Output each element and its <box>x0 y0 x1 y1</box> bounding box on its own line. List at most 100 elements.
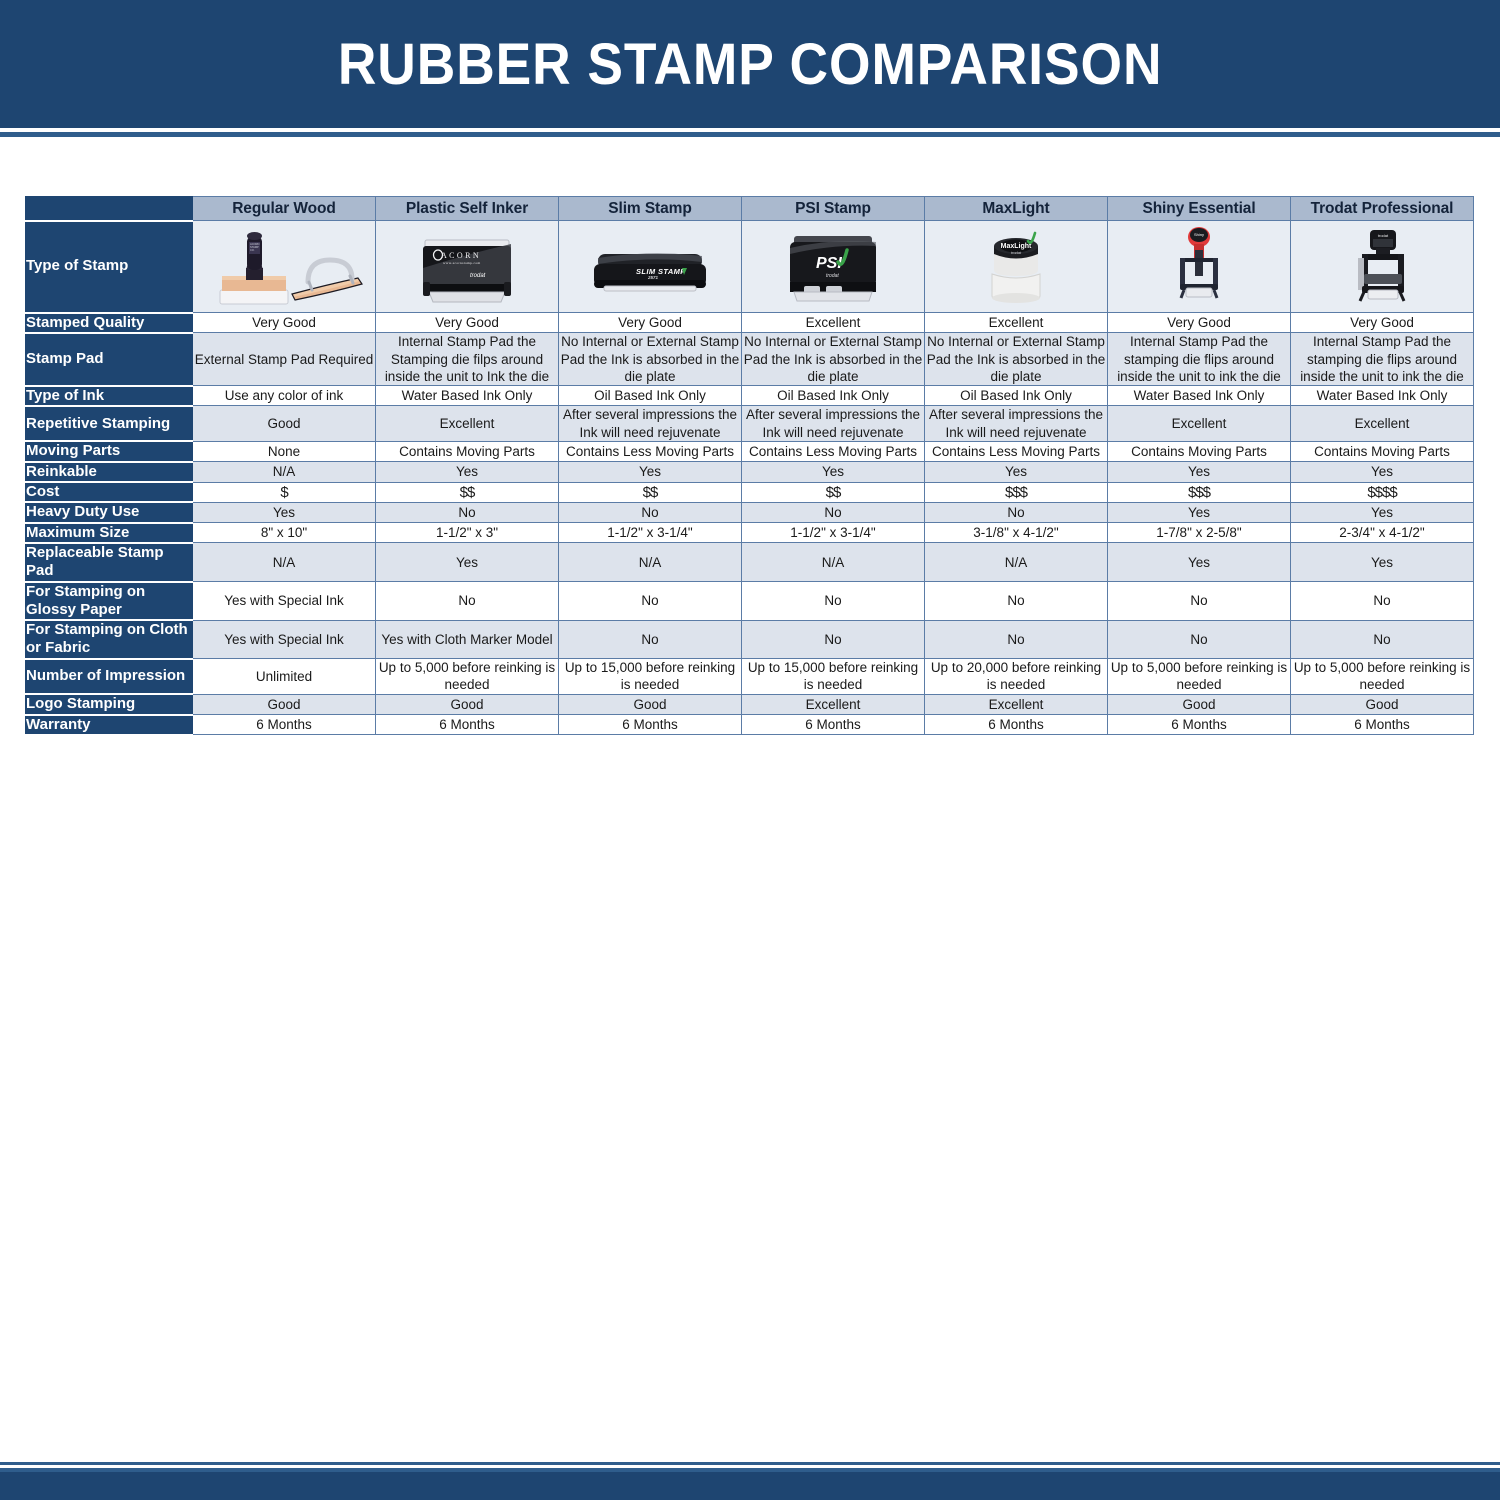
svg-text:STAMP: STAMP <box>250 245 259 249</box>
cell-stamped-quality-maxlight: Excellent <box>924 311 1108 334</box>
cell-maximum-size-slim-stamp: 1-1/2" x 3-1/4" <box>558 522 742 544</box>
table-row-heavy-duty-use: Heavy Duty Use Yes No No No No Yes Yes <box>25 501 1474 524</box>
cell-type-of-stamp-psi-stamp: PSI trodat <box>741 220 925 313</box>
cell-glossy-paper-psi-stamp: No <box>741 581 925 621</box>
cell-repetitive-stamping-shiny-essential: Excellent <box>1107 405 1291 442</box>
cell-glossy-paper-trodat-professional: No <box>1290 581 1474 621</box>
row-label-type-of-ink: Type of Ink <box>25 384 193 407</box>
svg-text:trodat: trodat <box>1378 233 1389 238</box>
svg-text:PSI: PSI <box>816 255 842 272</box>
table-row-number-of-impression: Number of Impression Unlimited Up to 5,0… <box>25 657 1474 696</box>
cell-stamp-pad-maxlight: No Internal or External Stamp Pad the In… <box>924 332 1108 387</box>
cell-cost-shiny-essential: $$$ <box>1107 481 1291 503</box>
cell-type-of-ink-trodat-professional: Water Based Ink Only <box>1290 385 1474 407</box>
cell-glossy-paper-slim-stamp: No <box>558 581 742 621</box>
cell-moving-parts-plastic-self-inker: Contains Moving Parts <box>375 440 559 463</box>
table-row-reinkable: Reinkable N/A Yes Yes Yes Yes Yes Yes <box>25 460 1474 484</box>
cell-moving-parts-maxlight: Contains Less Moving Parts <box>924 440 1108 463</box>
table-row-repetitive-stamping: Repetitive Stamping Good Excellent After… <box>25 404 1474 443</box>
cell-glossy-paper-maxlight: No <box>924 581 1108 621</box>
column-header-shiny-essential[interactable]: Shiny Essential <box>1107 196 1291 221</box>
svg-text:trodat: trodat <box>470 273 486 279</box>
shiny-essential-stamp-icon: Shiny <box>1179 226 1219 299</box>
cell-cloth-or-fabric-regular-wood: Yes with Special Ink <box>192 619 376 660</box>
column-header-maxlight[interactable]: MaxLight <box>924 196 1108 221</box>
column-header-psi-stamp[interactable]: PSI Stamp <box>741 196 925 221</box>
row-label-stamp-pad: Stamp Pad <box>25 331 193 387</box>
cell-replaceable-stamp-pad-maxlight: N/A <box>924 542 1108 582</box>
cell-reinkable-maxlight: Yes <box>924 461 1108 483</box>
cell-heavy-duty-use-regular-wood: Yes <box>192 501 376 524</box>
page-title: RUBBER STAMP COMPARISON <box>337 31 1163 97</box>
cell-stamped-quality-trodat-professional: Very Good <box>1290 311 1474 334</box>
cell-number-of-impression-regular-wood: Unlimited <box>192 658 376 695</box>
cell-warranty-trodat-professional: 6 Months <box>1290 714 1474 736</box>
cell-heavy-duty-use-psi-stamp: No <box>741 501 925 524</box>
table-row-warranty: Warranty 6 Months 6 Months 6 Months 6 Mo… <box>25 713 1474 736</box>
cell-type-of-stamp-trodat-professional: trodat <box>1290 220 1474 313</box>
cell-stamp-pad-regular-wood: External Stamp Pad Required <box>192 332 376 387</box>
cell-cost-slim-stamp: $$ <box>558 481 742 503</box>
cell-glossy-paper-plastic-self-inker: No <box>375 581 559 621</box>
cell-number-of-impression-slim-stamp: Up to 15,000 before reinking is needed <box>558 658 742 695</box>
svg-text:Shiny: Shiny <box>1194 232 1204 237</box>
svg-text:SLIM STAMP: SLIM STAMP <box>636 267 686 276</box>
column-header-plastic-self-inker[interactable]: Plastic Self Inker <box>375 196 559 221</box>
cell-replaceable-stamp-pad-trodat-professional: Yes <box>1290 542 1474 582</box>
row-label-replaceable-stamp-pad: Replaceable Stamp Pad <box>25 541 193 583</box>
svg-text:ACORN: ACORN <box>250 242 259 246</box>
cell-repetitive-stamping-maxlight: After several impressions the Ink will n… <box>924 405 1108 442</box>
row-label-cost: Cost <box>25 481 193 504</box>
svg-text:trodat: trodat <box>1011 250 1022 255</box>
table-row-stamp-pad: Stamp Pad External Stamp Pad Required In… <box>25 331 1474 387</box>
cell-replaceable-stamp-pad-plastic-self-inker: Yes <box>375 542 559 582</box>
row-label-maximum-size: Maximum Size <box>25 521 193 544</box>
cell-warranty-psi-stamp: 6 Months <box>741 714 925 736</box>
cell-heavy-duty-use-plastic-self-inker: No <box>375 501 559 524</box>
cell-warranty-shiny-essential: 6 Months <box>1107 714 1291 736</box>
column-header-slim-stamp[interactable]: Slim Stamp <box>558 196 742 221</box>
table-row-logo-stamping: Logo Stamping Good Good Good Excellent E… <box>25 693 1474 716</box>
cell-logo-stamping-psi-stamp: Excellent <box>741 693 925 716</box>
cell-stamp-pad-plastic-self-inker: Internal Stamp Pad the Stamping die filp… <box>375 332 559 387</box>
cell-cost-plastic-self-inker: $$ <box>375 481 559 503</box>
column-header-regular-wood[interactable]: Regular Wood <box>192 196 376 221</box>
table-row-moving-parts: Moving Parts None Contains Moving Parts … <box>25 440 1474 463</box>
cell-logo-stamping-shiny-essential: Good <box>1107 693 1291 716</box>
row-label-stamped-quality: Stamped Quality <box>25 311 193 334</box>
comparison-table: Regular Wood Plastic Self Inker Slim Sta… <box>25 196 1474 736</box>
title-banner: RUBBER STAMP COMPARISON <box>0 0 1500 128</box>
table-row-cost: Cost $ $$ $$ $$ $$$ $$$ $$$$ <box>25 481 1474 504</box>
cell-cost-psi-stamp: $$ <box>741 481 925 503</box>
cell-cost-trodat-professional: $$$$ <box>1290 481 1474 503</box>
cell-reinkable-trodat-professional: Yes <box>1290 461 1474 483</box>
cell-maximum-size-plastic-self-inker: 1-1/2" x 3" <box>375 522 559 544</box>
cell-reinkable-psi-stamp: Yes <box>741 461 925 483</box>
cell-cost-maxlight: $$$ <box>924 481 1108 503</box>
row-label-warranty: Warranty <box>25 713 193 736</box>
banner-divider-white-bottom <box>0 137 1500 140</box>
cell-type-of-stamp-shiny-essential: Shiny <box>1107 220 1291 313</box>
cell-logo-stamping-maxlight: Excellent <box>924 693 1108 716</box>
cell-cloth-or-fabric-plastic-self-inker: Yes with Cloth Marker Model <box>375 619 559 660</box>
table-row-maximum-size: Maximum Size 8" x 10" 1-1/2" x 3" 1-1/2"… <box>25 521 1474 544</box>
cell-replaceable-stamp-pad-slim-stamp: N/A <box>558 542 742 582</box>
psi-stamp-icon: PSI trodat <box>790 235 876 302</box>
cell-heavy-duty-use-maxlight: No <box>924 501 1108 524</box>
cell-warranty-slim-stamp: 6 Months <box>558 714 742 736</box>
cell-logo-stamping-slim-stamp: Good <box>558 693 742 716</box>
cell-maximum-size-regular-wood: 8" x 10" <box>192 522 376 544</box>
footer-bar <box>0 1472 1500 1500</box>
cell-heavy-duty-use-trodat-professional: Yes <box>1290 501 1474 524</box>
cell-stamped-quality-shiny-essential: Very Good <box>1107 311 1291 334</box>
column-header-trodat-professional[interactable]: Trodat Professional <box>1290 196 1474 221</box>
cell-cloth-or-fabric-shiny-essential: No <box>1107 619 1291 660</box>
row-label-type-of-stamp: Type of Stamp <box>25 219 193 314</box>
svg-text:trodat: trodat <box>826 273 839 279</box>
trodat-professional-stamp-icon: trodat <box>1358 229 1406 302</box>
banner-divider-white-top <box>0 128 1500 132</box>
cell-maximum-size-maxlight: 3-1/8" x 4-1/2" <box>924 522 1108 544</box>
cell-warranty-maxlight: 6 Months <box>924 714 1108 736</box>
cell-stamped-quality-slim-stamp: Very Good <box>558 311 742 334</box>
